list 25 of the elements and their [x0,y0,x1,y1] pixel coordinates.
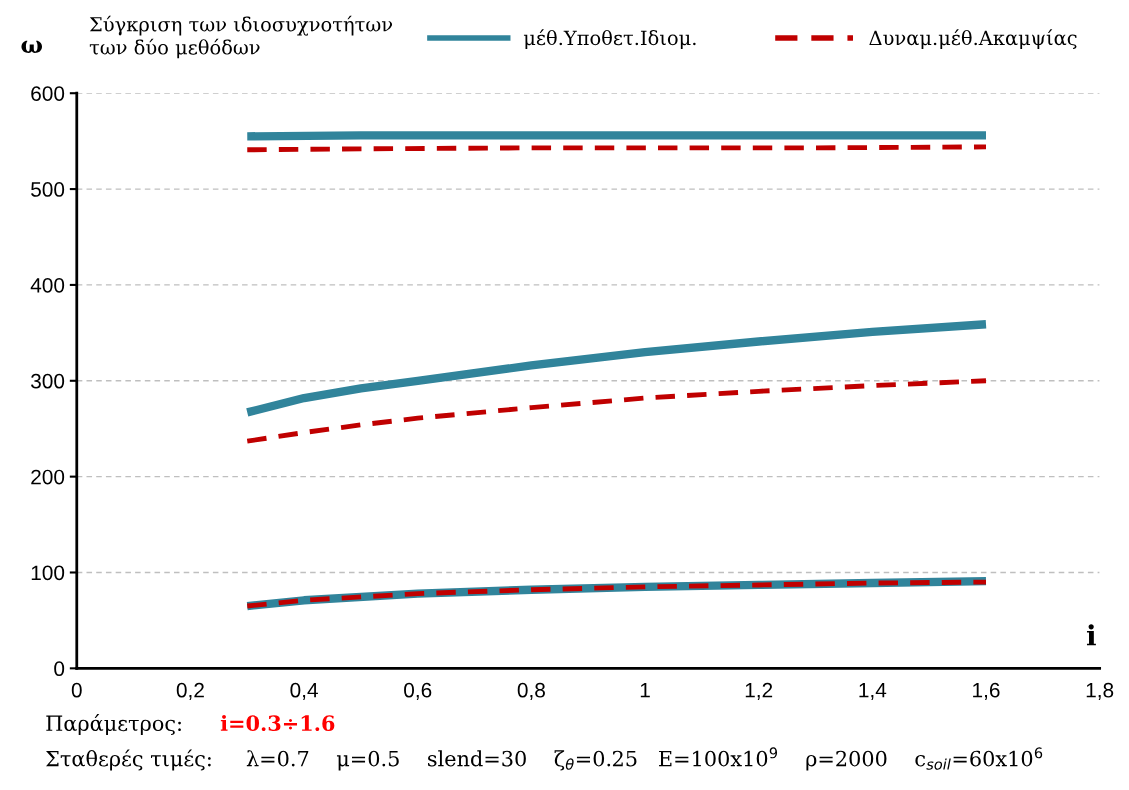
chart-title: Σύγκριση των ιδιοσυχνοτήτων των δύο μεθόδων [89,15,393,59]
y-tick-label: 200 [31,469,65,485]
y-tick-label: 600 [31,86,65,101]
x-tick-label: 1 [640,682,650,698]
y-axis-title: ω [21,40,43,53]
text: Παράμετρος: [46,714,181,736]
legend-label: Δυναμ.μέθ.Ακαμψίας [869,29,1077,49]
x-tick-label: 0,8 [517,682,545,700]
x-tick-label: 1,6 [973,682,1000,700]
text: Σταθερές τιμές: λ=0.7 μ=0.5 slend=30 ζ$_{θ}$=0.25 E=100x10$^{9}$ ρ=2000 c$_{soil}$=60x10$^{6}$ [46,747,1043,771]
x-tick-label: 1,4 [859,682,887,700]
x-tick-label: 1,8 [1086,682,1114,700]
x-tick-label: 0,4 [290,682,318,700]
x-tick-label: 0 [71,682,82,698]
text: i=0.3÷1.6 [220,714,335,732]
x-tick-label: 0,6 [404,682,432,700]
y-tick-label: 0 [54,661,65,677]
y-tick-label: 300 [31,373,65,389]
legend-label: μέθ.Υποθετ.Ιδιομ. [523,29,696,49]
y-tick-label: 100 [31,565,65,581]
x-axis-title: i [1086,624,1096,646]
y-tick-label: 500 [31,182,65,197]
y-tick-label: 400 [30,277,65,293]
x-tick-label: 1,2 [745,682,773,700]
x-tick-label: 0,2 [176,682,204,700]
